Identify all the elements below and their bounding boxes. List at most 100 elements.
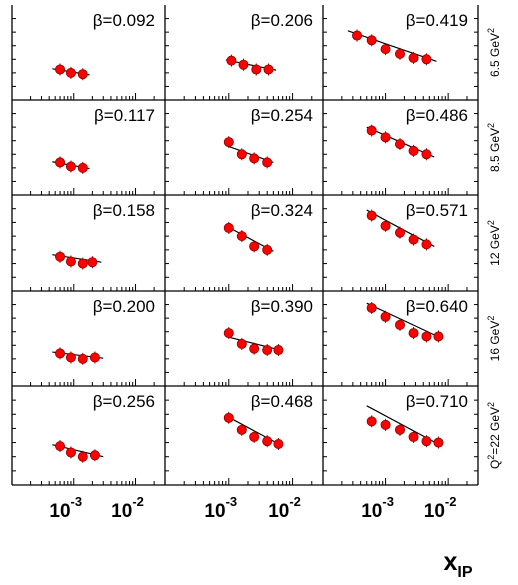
panel-1-2: β=0.486 [366, 106, 468, 161]
beta-label: β=0.486 [406, 106, 468, 125]
data-point [421, 239, 432, 250]
beta-label: β=0.640 [406, 297, 468, 316]
panel-4-0: β=0.256 [52, 392, 155, 463]
data-point [366, 302, 377, 313]
data-point [251, 64, 262, 75]
data-point [394, 139, 405, 150]
data-point [55, 64, 66, 75]
data-point [366, 210, 377, 221]
x-tick-exp: -3 [226, 494, 238, 509]
q2-value: 22 GeV [488, 407, 502, 448]
q2-value: 6.5 GeV [488, 33, 502, 77]
data-point [408, 52, 419, 63]
data-point [380, 132, 391, 143]
x-tick-label: 10-3 [361, 494, 394, 522]
data-point [249, 343, 260, 354]
x-tick-exp: -2 [132, 494, 144, 509]
data-point [273, 438, 284, 449]
x-axis-label-sub: IP [457, 564, 472, 581]
x-tick-exp: -2 [445, 494, 457, 509]
beta-label: β=0.092 [93, 11, 155, 30]
beta-label: β=0.710 [406, 392, 468, 411]
panel-0-2: β=0.419 [347, 11, 468, 66]
panel-0-0: β=0.092 [52, 11, 155, 81]
x-tick-base: 10 [111, 501, 132, 522]
data-point [238, 59, 249, 70]
q2-label: 8.5 GeV2 [486, 123, 502, 172]
panel-3-1: β=0.390 [223, 297, 313, 357]
data-point [65, 352, 76, 363]
data-point [223, 412, 234, 423]
panel-0-1: β=0.206 [225, 11, 313, 76]
x-tick-base: 10 [424, 501, 445, 522]
data-point [236, 149, 247, 160]
q2-prefix: Q [488, 460, 502, 469]
data-point [380, 419, 391, 430]
data-point [226, 55, 237, 66]
q2-equals: = [488, 448, 502, 455]
beta-label: β=0.158 [93, 201, 155, 220]
data-point [223, 137, 234, 148]
data-point [421, 436, 432, 447]
data-point [55, 441, 66, 452]
beta-label: β=0.254 [251, 106, 313, 125]
panel-2-2: β=0.571 [366, 201, 468, 251]
q2-value: 8.5 GeV [488, 128, 502, 172]
data-point [249, 241, 260, 252]
data-point [236, 424, 247, 435]
data-point [352, 30, 363, 41]
data-point [77, 258, 88, 269]
data-point [394, 48, 405, 59]
data-point [408, 431, 419, 442]
data-point [236, 338, 247, 349]
x-tick-label: 10-2 [424, 494, 457, 522]
q2-label: 6.5 GeV2 [486, 28, 502, 77]
data-point [249, 431, 260, 442]
q2-prefix-sup: 2 [486, 455, 496, 460]
data-point [65, 447, 76, 458]
data-point [87, 257, 98, 268]
q2-value: 16 GeV [488, 321, 502, 362]
x-tick-base: 10 [361, 501, 382, 522]
fit-curve [225, 415, 283, 447]
data-point [273, 345, 284, 356]
beta-label: β=0.206 [251, 11, 313, 30]
q2-label: 12 GeV2 [486, 220, 502, 266]
q2-unit-sup: 2 [486, 220, 496, 225]
data-point [55, 348, 66, 359]
data-point [65, 67, 76, 78]
data-point [262, 345, 273, 356]
data-point [89, 352, 100, 363]
data-point [263, 64, 274, 75]
beta-label: β=0.200 [93, 297, 155, 316]
beta-label: β=0.571 [406, 201, 468, 220]
data-point [77, 162, 88, 173]
data-point [55, 251, 66, 262]
beta-label: β=0.324 [251, 201, 313, 220]
data-point [380, 311, 391, 322]
beta-label: β=0.117 [94, 106, 155, 125]
x-tick-label: 10-2 [111, 494, 144, 522]
beta-label: β=0.390 [251, 297, 313, 316]
q2-label: 16 GeV2 [486, 316, 502, 362]
x-tick-exp: -3 [71, 494, 83, 509]
beta-label: β=0.256 [93, 392, 155, 411]
data-point [77, 69, 88, 80]
panel-2-1: β=0.324 [223, 201, 313, 256]
x-tick-label: 10-3 [204, 494, 237, 522]
q2-unit-sup: 2 [486, 316, 496, 321]
data-point [223, 222, 234, 233]
beta-label: β=0.419 [406, 11, 468, 30]
data-point [366, 35, 377, 46]
data-point [366, 125, 377, 136]
x-tick-exp: -2 [289, 494, 301, 509]
data-point [408, 145, 419, 156]
data-point [236, 231, 247, 242]
data-point [433, 331, 444, 342]
x-tick-base: 10 [268, 501, 289, 522]
data-point [55, 157, 66, 168]
x-tick-exp: -3 [382, 494, 394, 509]
panel-1-1: β=0.254 [223, 106, 313, 169]
data-point [421, 54, 432, 65]
data-point [408, 328, 419, 339]
